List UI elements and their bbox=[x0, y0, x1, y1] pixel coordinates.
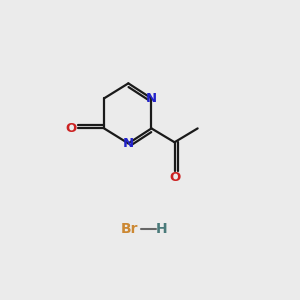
Text: N: N bbox=[146, 92, 157, 105]
Text: O: O bbox=[65, 122, 76, 135]
Text: N: N bbox=[123, 137, 134, 150]
Text: Br: Br bbox=[121, 222, 138, 236]
Text: H: H bbox=[156, 222, 168, 236]
Text: O: O bbox=[169, 171, 180, 184]
